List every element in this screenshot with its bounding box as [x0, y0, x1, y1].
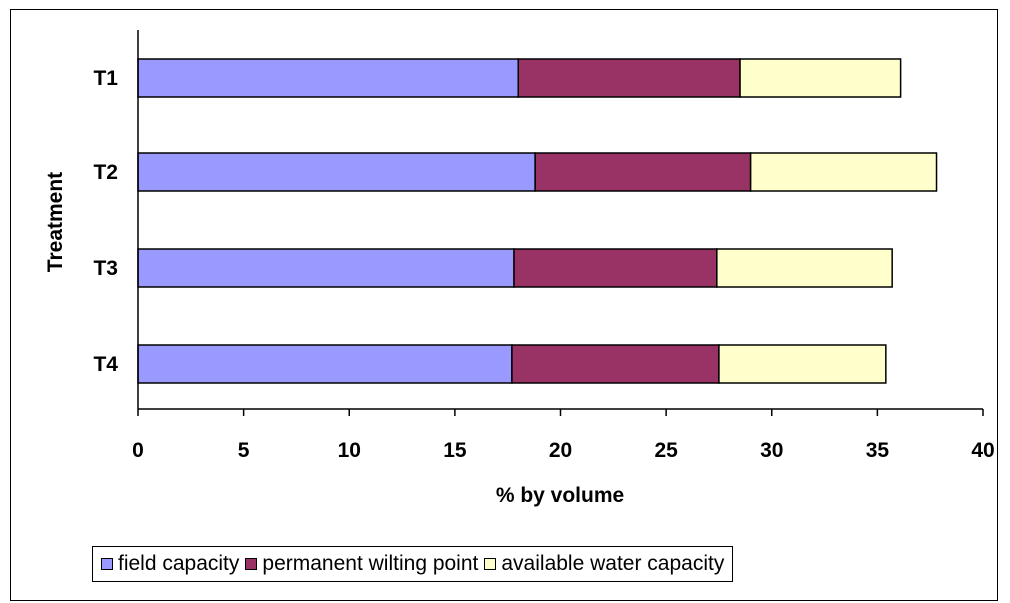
- bar-t3-permanent-wilting-point: [513, 248, 718, 288]
- legend-label-permanent-wilting-point: permanent wilting point: [262, 552, 479, 575]
- bar-t4-permanent-wilting-point: [511, 344, 720, 384]
- legend-label-available-water-capacity: available water capacity: [501, 552, 725, 575]
- bar-t1-permanent-wilting-point: [517, 58, 741, 98]
- bar-t2-available-water-capacity: [749, 152, 938, 192]
- bar-t3-field-capacity: [137, 248, 515, 288]
- legend-swatch-permanent-wilting-point: [245, 558, 258, 570]
- y-axis-title: Treatment: [44, 172, 67, 272]
- bar-t3-available-water-capacity: [716, 248, 893, 288]
- x-tick-label-10: 10: [338, 439, 361, 462]
- bar-t2-permanent-wilting-point: [534, 152, 752, 192]
- legend-item-permanent-wilting-point: permanent wilting point: [245, 552, 478, 576]
- x-axis: 0 5 10 15 20 25 30 35 40: [132, 408, 995, 462]
- y-axis: T1 T2 T3 T4: [93, 30, 139, 409]
- y-tick-label-t2: T2: [93, 161, 118, 184]
- x-tick-label-20: 20: [549, 439, 572, 462]
- x-axis-title: % by volume: [496, 484, 624, 507]
- bar-t1-field-capacity: [137, 58, 519, 98]
- legend-item-field-capacity: field capacity: [101, 552, 239, 576]
- y-tick-label-t1: T1: [93, 67, 118, 90]
- bar-t2-field-capacity: [137, 152, 536, 192]
- legend: field capacity permanent wilting point a…: [92, 546, 734, 582]
- chart-frame: [10, 9, 998, 601]
- legend-swatch-available-water-capacity: [484, 558, 497, 570]
- x-tick-label-35: 35: [866, 439, 890, 462]
- legend-swatch-field-capacity: [101, 558, 113, 570]
- x-tick-label-25: 25: [654, 439, 678, 462]
- x-tick-label-15: 15: [443, 439, 467, 462]
- bars-layer: [137, 58, 938, 384]
- legend-item-available-water-capacity: available water capacity: [484, 552, 724, 576]
- x-tick-label-5: 5: [238, 439, 250, 462]
- x-tick-label-30: 30: [760, 439, 783, 462]
- bar-t4-available-water-capacity: [718, 344, 887, 384]
- legend-label-field-capacity: field capacity: [118, 552, 240, 575]
- x-tick-label-40: 40: [971, 439, 994, 462]
- x-tick-label-0: 0: [132, 439, 144, 462]
- bar-t1-available-water-capacity: [739, 58, 902, 98]
- y-tick-label-t4: T4: [93, 353, 118, 376]
- y-tick-label-t3: T3: [93, 257, 118, 280]
- bar-t4-field-capacity: [137, 344, 513, 384]
